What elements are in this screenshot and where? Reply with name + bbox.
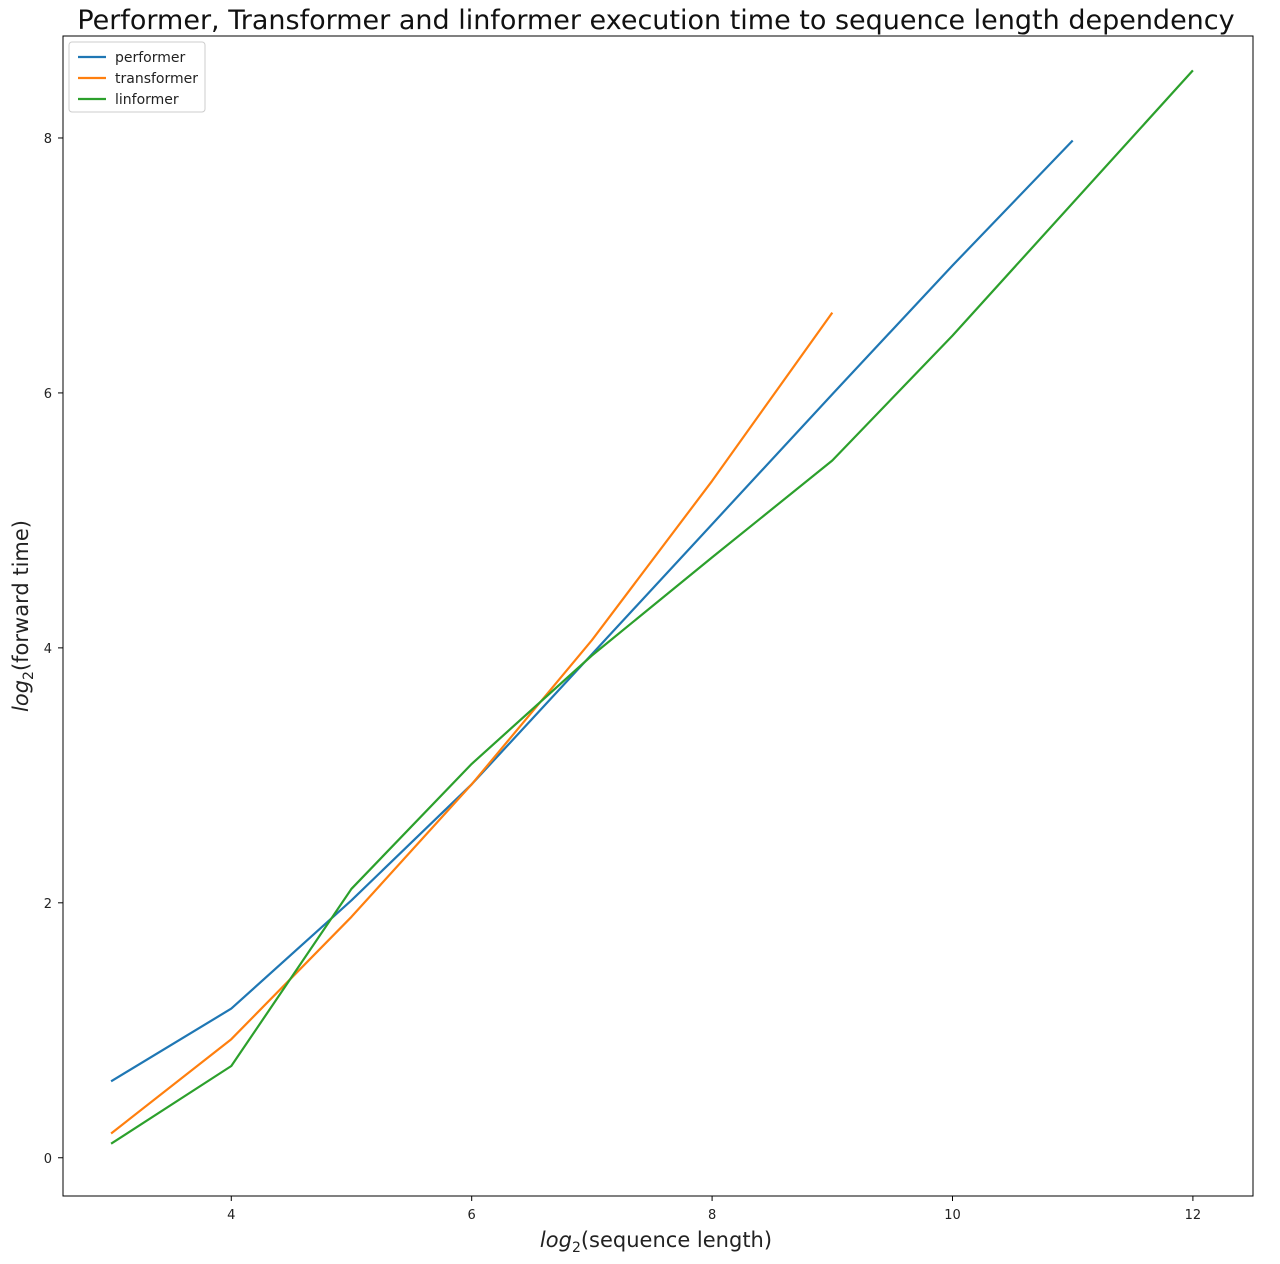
y-tick-label: 8 [44,132,52,147]
series-lines [110,69,1194,1145]
x-axis-ticks: 4 6 8 10 12 [227,1196,1201,1223]
legend-label-linformer: linformer [115,92,179,108]
series-line-linformer [110,69,1194,1145]
x-tick-label: 6 [468,1208,476,1223]
legend-label-performer: performer [115,50,186,66]
y-tick-label: 6 [44,387,52,402]
x-tick-label: 12 [1185,1208,1202,1223]
legend-entries: performer transformer linformer [78,50,198,108]
x-tick-label: 8 [708,1208,716,1223]
x-tick-label: 10 [944,1208,961,1223]
x-axis-label: log2(sequence length) [540,1228,772,1256]
y-tick-label: 0 [44,1152,52,1167]
legend-label-transformer: transformer [115,71,198,87]
legend: performer transformer linformer [68,41,206,113]
plot-area [62,35,1254,1197]
y-tick-label: 4 [44,642,52,657]
x-tick-label: 4 [227,1208,235,1223]
y-tick-label: 2 [44,897,52,912]
series-line-transformer [110,311,834,1135]
y-axis-ticks: 0 2 4 6 8 [44,132,63,1167]
chart-title: Performer, Transformer and linformer exe… [77,5,1234,36]
y-axis-label: log2(forward time) [9,520,37,712]
legend-frame [68,41,206,113]
